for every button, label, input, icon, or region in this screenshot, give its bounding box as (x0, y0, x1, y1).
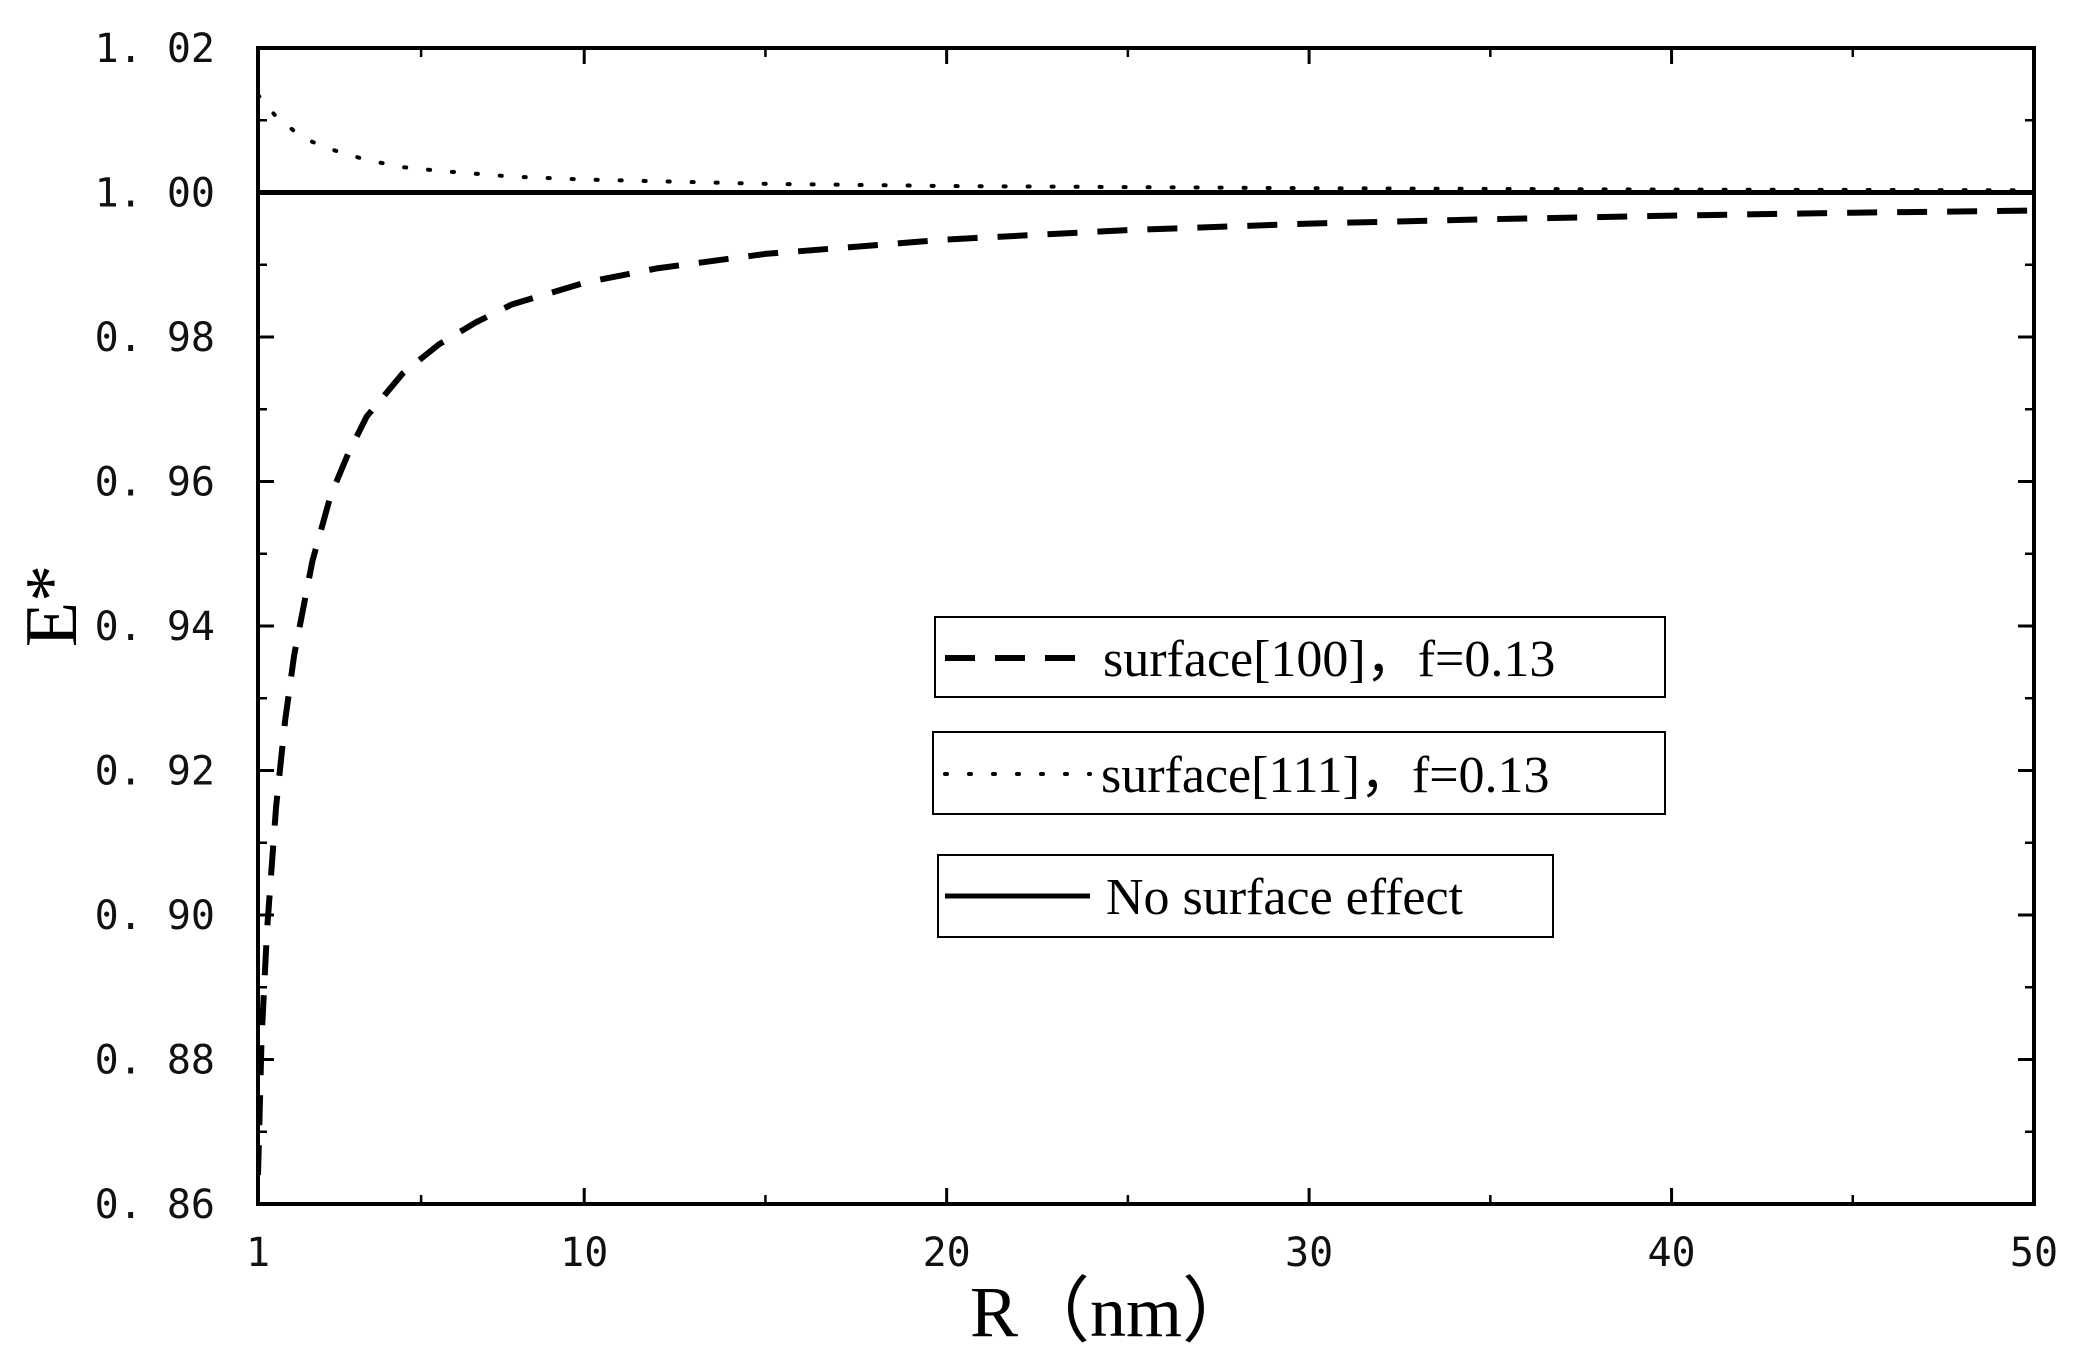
x-tick-label: 30 (1285, 1230, 1333, 1276)
legend-label-surface-111: surface[111]，f=0.13 (1101, 747, 1550, 804)
legend-label-no-surface-effect: No surface effect (1106, 869, 1464, 926)
y-tick-label: 0. 94 (95, 604, 215, 650)
x-tick-label: 1 (246, 1230, 270, 1276)
legend-entry-surface-100: surface[100]，f=0.13 (934, 616, 1666, 698)
legend: surface[100]，f=0.13 surface[111]，f=0.13 … (932, 616, 1666, 938)
y-tick-label: 0. 86 (95, 1182, 215, 1228)
legend-entry-surface-111: surface[111]，f=0.13 (932, 731, 1666, 815)
y-tick-label: 0. 96 (95, 460, 215, 506)
x-axis-title: R（nm） (970, 1272, 1254, 1352)
y-axis-title: E* (11, 565, 93, 647)
legend-entry-no-surface-effect: No surface effect (937, 854, 1554, 938)
x-tick-label: 10 (560, 1230, 608, 1276)
y-tick-label: 0. 98 (95, 315, 215, 361)
ticks-layer: 1 10 20 30 40 50 0. 86 0. 88 0. 90 0. 92 0. 94 0. 9… (95, 26, 2059, 1276)
y-tick-label: 1. 02 (95, 26, 215, 72)
x-tick-label: 40 (1647, 1230, 1695, 1276)
x-tick-label: 50 (2010, 1230, 2058, 1276)
y-tick-label: 1. 00 (95, 171, 215, 217)
legend-label-surface-100: surface[100]，f=0.13 (1103, 631, 1555, 688)
y-tick-label: 0. 90 (95, 893, 215, 939)
y-tick-label: 0. 88 (95, 1038, 215, 1084)
y-tick-label: 0. 92 (95, 749, 215, 795)
series-layer (258, 93, 2034, 1176)
x-tick-label: 20 (923, 1230, 971, 1276)
